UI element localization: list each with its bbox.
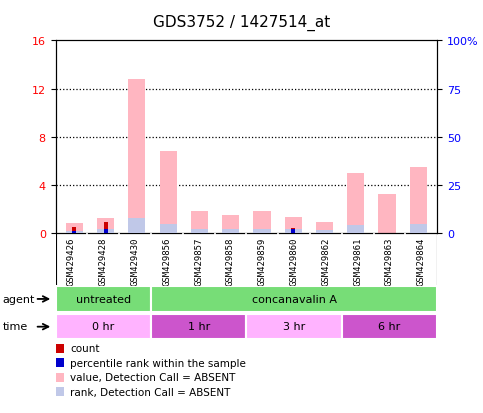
- Text: 0 hr: 0 hr: [92, 322, 114, 332]
- Bar: [284, 218, 302, 233]
- Bar: [347, 173, 364, 233]
- Bar: [159, 225, 177, 233]
- Bar: [151, 286, 437, 312]
- Text: percentile rank within the sample: percentile rank within the sample: [70, 358, 246, 368]
- Text: count: count: [70, 344, 99, 354]
- Bar: [97, 219, 114, 233]
- Text: GSM429861: GSM429861: [353, 237, 362, 286]
- Bar: [291, 228, 295, 233]
- Text: GDS3752 / 1427514_at: GDS3752 / 1427514_at: [153, 14, 330, 31]
- Bar: [379, 195, 396, 233]
- Bar: [66, 231, 83, 233]
- Text: GSM429856: GSM429856: [162, 237, 171, 286]
- Text: GSM429426: GSM429426: [67, 237, 76, 286]
- Bar: [128, 80, 145, 233]
- Bar: [222, 230, 239, 233]
- Text: GSM429863: GSM429863: [385, 237, 394, 286]
- Text: GSM429430: GSM429430: [130, 237, 140, 286]
- Bar: [128, 218, 145, 233]
- Text: GSM429864: GSM429864: [417, 237, 426, 286]
- Bar: [291, 230, 295, 233]
- Text: GSM429857: GSM429857: [194, 237, 203, 286]
- Text: time: time: [2, 322, 28, 332]
- Text: value, Detection Call = ABSENT: value, Detection Call = ABSENT: [70, 373, 235, 382]
- Text: GSM429862: GSM429862: [321, 237, 330, 286]
- Bar: [410, 225, 427, 233]
- Text: rank, Detection Call = ABSENT: rank, Detection Call = ABSENT: [70, 387, 230, 397]
- Bar: [347, 225, 364, 233]
- Text: 6 hr: 6 hr: [378, 322, 400, 332]
- Bar: [97, 230, 114, 233]
- Bar: [316, 223, 333, 233]
- Text: GSM429858: GSM429858: [226, 237, 235, 286]
- Bar: [72, 232, 76, 233]
- Bar: [151, 314, 246, 339]
- Text: agent: agent: [2, 294, 35, 304]
- Bar: [246, 314, 342, 339]
- Bar: [191, 212, 208, 233]
- Bar: [103, 223, 108, 233]
- Bar: [254, 229, 270, 233]
- Bar: [66, 224, 83, 233]
- Text: 3 hr: 3 hr: [283, 322, 305, 332]
- Bar: [316, 230, 333, 233]
- Bar: [159, 152, 177, 233]
- Bar: [56, 314, 151, 339]
- Bar: [254, 212, 270, 233]
- Bar: [222, 215, 239, 233]
- Text: GSM429859: GSM429859: [258, 237, 267, 286]
- Text: 1 hr: 1 hr: [187, 322, 210, 332]
- Text: GSM429860: GSM429860: [289, 237, 298, 286]
- Bar: [103, 230, 108, 233]
- Bar: [72, 227, 76, 233]
- Bar: [410, 167, 427, 233]
- Text: untreated: untreated: [76, 294, 131, 304]
- Bar: [284, 230, 302, 233]
- Bar: [191, 229, 208, 233]
- Text: GSM429428: GSM429428: [99, 237, 108, 286]
- Bar: [342, 314, 437, 339]
- Text: concanavalin A: concanavalin A: [252, 294, 337, 304]
- Bar: [56, 286, 151, 312]
